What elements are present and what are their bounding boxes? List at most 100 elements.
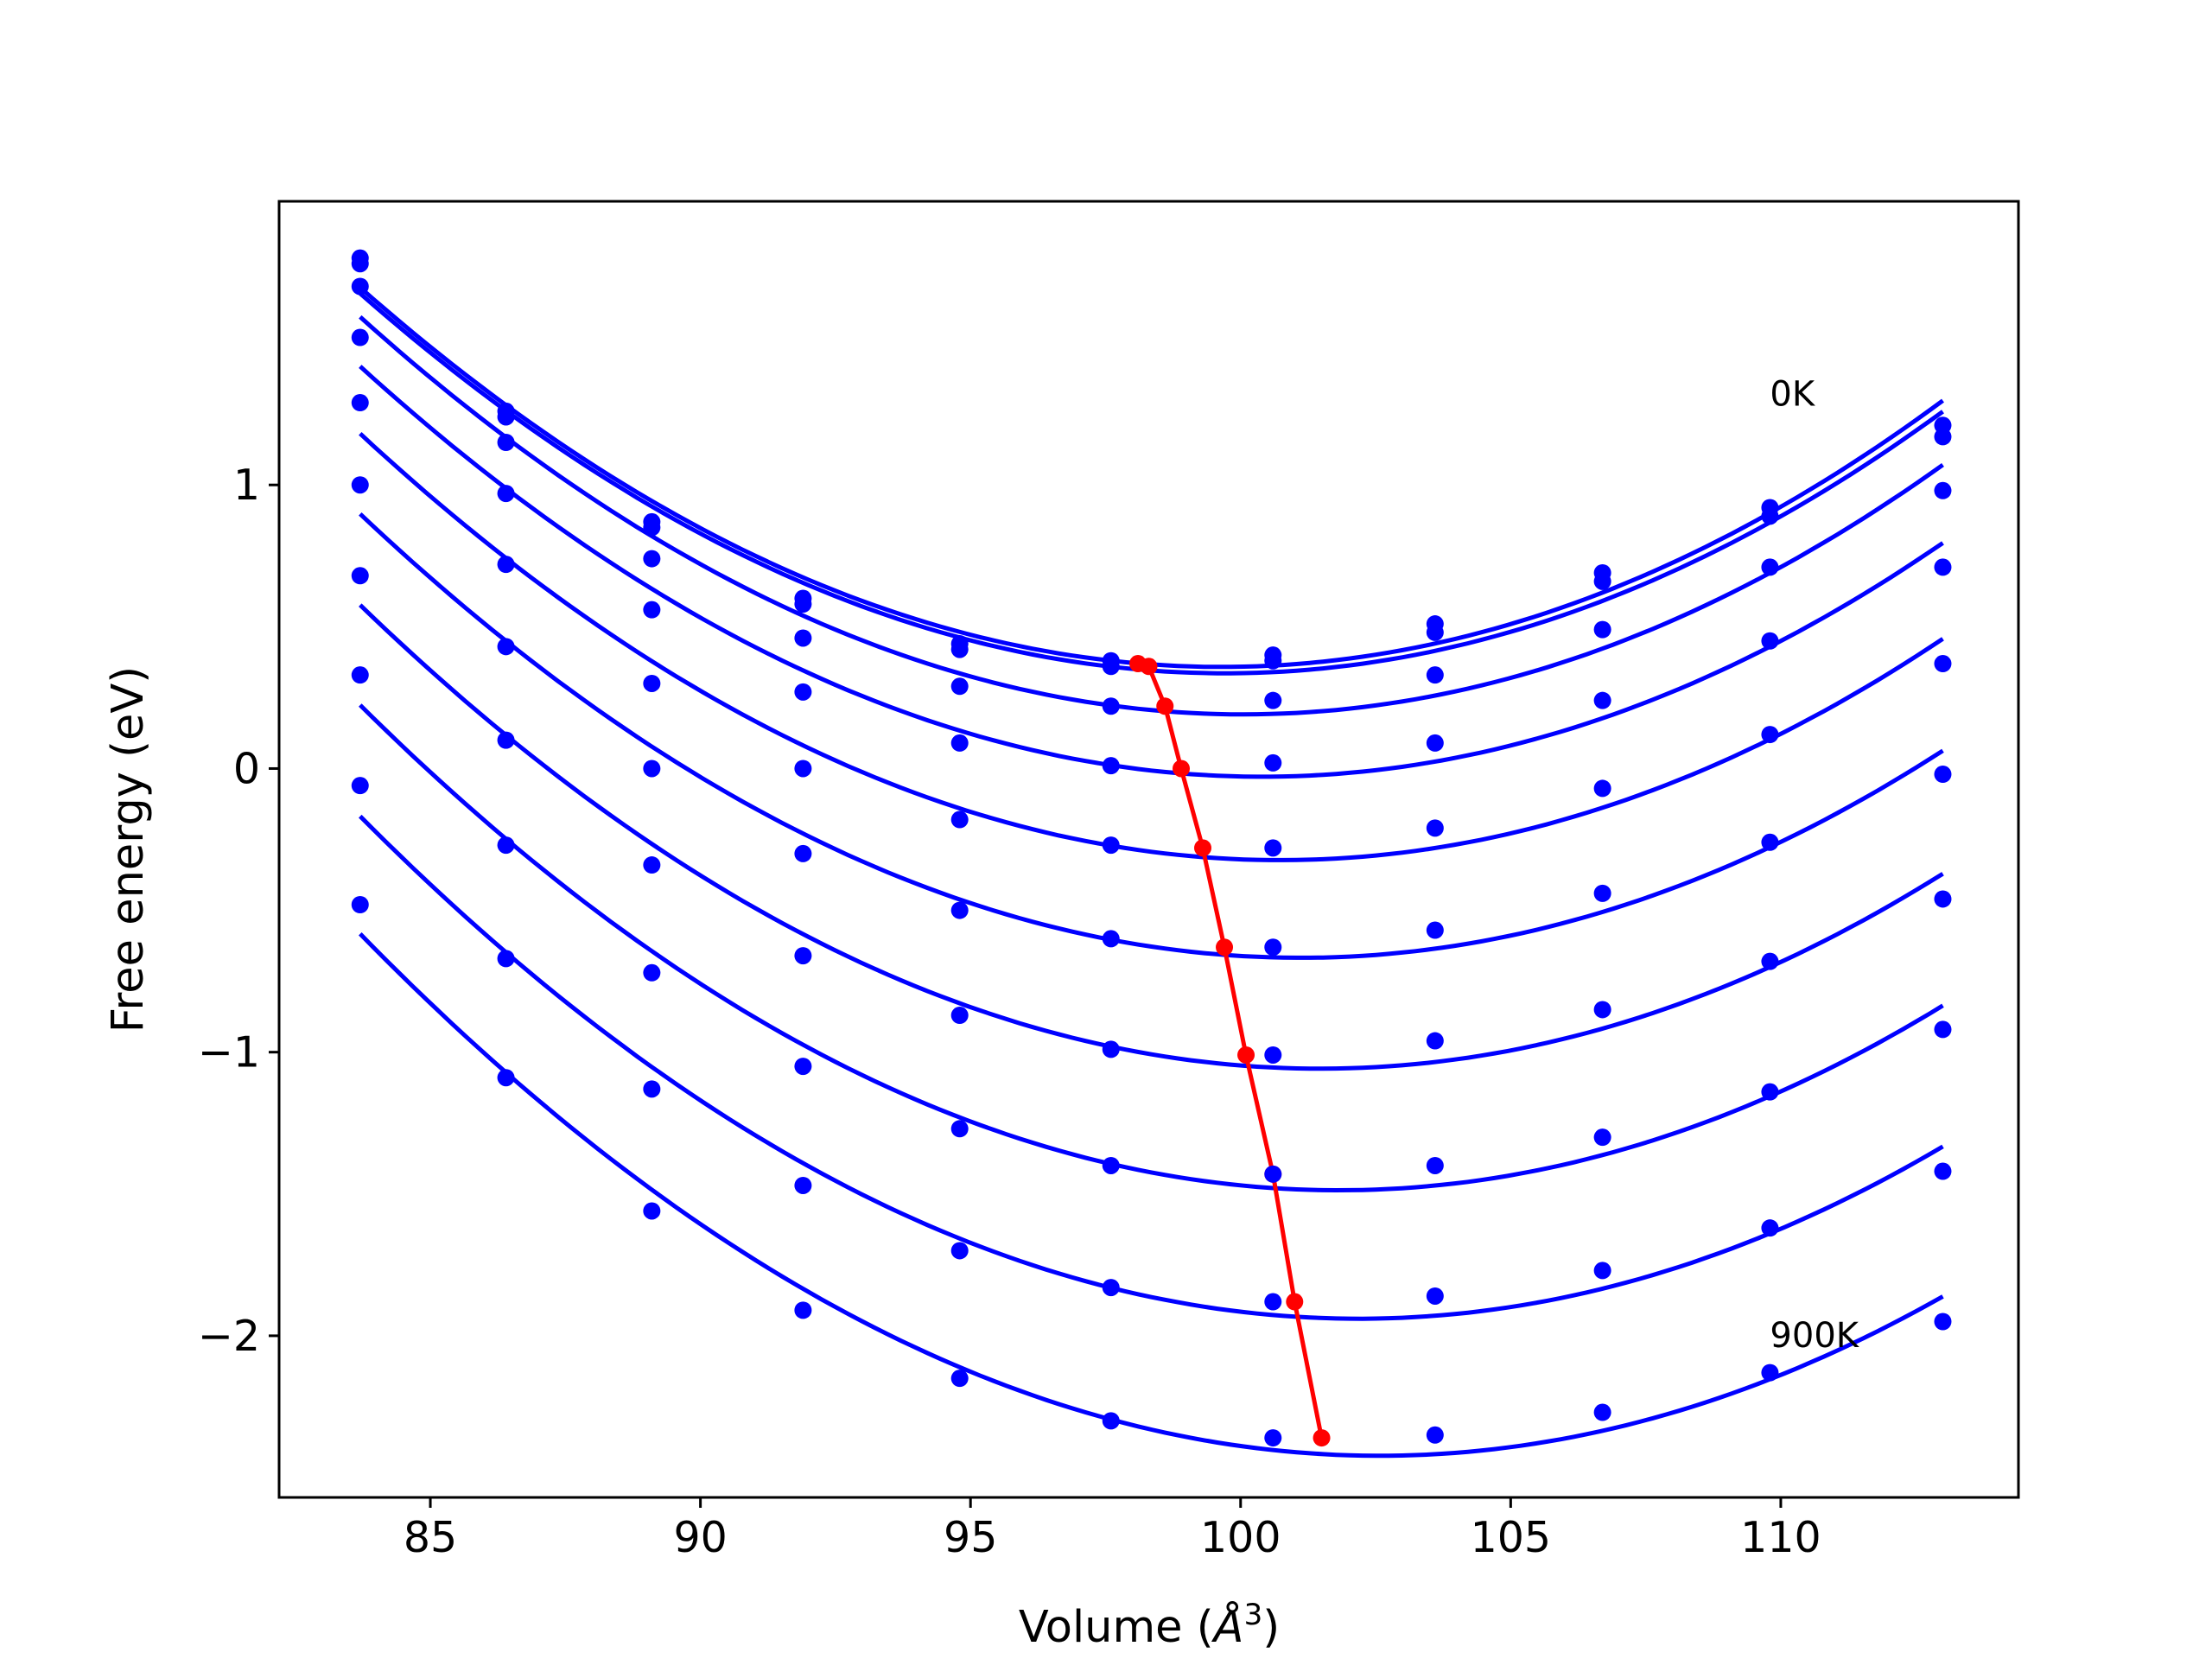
isotherm-point (1264, 652, 1282, 670)
isotherm-point (1934, 1313, 1952, 1331)
isotherm-curves (359, 285, 1944, 1459)
isotherm-point (794, 1058, 812, 1076)
isotherm-point (1102, 836, 1120, 855)
isotherm-point (643, 674, 661, 692)
isotherm-curve-3 (359, 315, 1944, 717)
x-tick-label: 95 (944, 1513, 997, 1562)
plot-frame (277, 200, 2020, 1499)
isotherm-point (1593, 884, 1611, 902)
isotherm-point (497, 836, 515, 855)
isotherm-point (1934, 481, 1952, 499)
isotherm-curve-7 (359, 603, 1944, 1071)
x-tick-label: 110 (1740, 1513, 1821, 1562)
isotherm-point (1593, 1262, 1611, 1280)
isotherm-point (1593, 1001, 1611, 1019)
y-tick-label: 0 (233, 744, 260, 793)
isotherm-point (1761, 952, 1779, 970)
y-tick-label: 1 (233, 461, 260, 510)
isotherm-point (1102, 1040, 1120, 1058)
isotherm-point (1264, 1165, 1282, 1183)
isotherm-point (1426, 921, 1444, 939)
y-tick-label: −2 (198, 1312, 260, 1361)
isotherm-curve-6 (359, 512, 1944, 960)
equilibrium-point (1173, 760, 1191, 778)
equilibrium-point (1194, 839, 1212, 857)
isotherm-point (1761, 833, 1779, 851)
isotherm-point (1102, 1279, 1120, 1297)
isotherm-point (1102, 1412, 1120, 1430)
isotherm-point (1593, 779, 1611, 798)
equilibrium-point (1286, 1293, 1304, 1311)
isotherm-point (794, 1176, 812, 1194)
y-axis-title: Free energy (eV) (103, 666, 154, 1033)
x-tick-label: 105 (1471, 1513, 1552, 1562)
isotherm-point (1426, 666, 1444, 684)
isotherm-point (1593, 1403, 1611, 1421)
equilibrium-point (1216, 938, 1234, 957)
isotherm-point (643, 601, 661, 619)
isotherm-point (497, 1069, 515, 1087)
isotherm-point (1426, 734, 1444, 752)
isotherm-point (1934, 1162, 1952, 1180)
isotherm-point (950, 1007, 969, 1025)
isotherm-point (1426, 1287, 1444, 1305)
isotherm-point (1761, 726, 1779, 744)
equilibrium-point (1156, 697, 1174, 715)
isotherm-point (351, 328, 369, 346)
isotherm-point (1934, 1020, 1952, 1039)
isotherm-point (794, 844, 812, 862)
isotherm-point (1102, 930, 1120, 948)
isotherm-point (794, 595, 812, 613)
isotherm-curve-9 (359, 814, 1944, 1321)
isotherm-point (1426, 1156, 1444, 1174)
isotherm-point (351, 394, 369, 412)
isotherm-point (1102, 658, 1120, 676)
isotherm-point (497, 638, 515, 656)
isotherm-point (351, 476, 369, 494)
isotherm-point (643, 550, 661, 568)
isotherm-point (1934, 428, 1952, 446)
isotherm-point (950, 677, 969, 696)
isotherm-point (351, 666, 369, 684)
isotherm-curve-10 (359, 931, 1944, 1459)
isotherm-point (1934, 655, 1952, 673)
isotherm-point (950, 734, 969, 752)
isotherm-point (1264, 1046, 1282, 1064)
isotherm-point (351, 896, 369, 914)
isotherm-point (351, 777, 369, 795)
isotherm-point (794, 1301, 812, 1319)
isotherm-point (351, 277, 369, 296)
isotherm-point (1264, 839, 1282, 857)
isotherm-point (497, 408, 515, 426)
data-points (351, 249, 1952, 1447)
isotherm-point (1426, 1032, 1444, 1050)
isotherm-point (1761, 1083, 1779, 1101)
isotherm-point (950, 1370, 969, 1388)
isotherm-curve-2 (359, 291, 1944, 676)
x-tick-label: 85 (404, 1513, 457, 1562)
equilibrium-line (1128, 655, 1331, 1447)
y-axis-ticks: 1 0 −1 −2 (198, 461, 279, 1361)
isotherm-point (794, 760, 812, 778)
isotherm-point (643, 856, 661, 874)
isotherm-point (1761, 1219, 1779, 1237)
isotherm-curve-1 (359, 285, 1944, 670)
isotherm-point (1264, 753, 1282, 772)
x-tick-label: 90 (673, 1513, 727, 1562)
isotherm-point (1102, 1156, 1120, 1174)
x-axis-ticks: 85 90 95 100 105 110 (404, 1497, 1821, 1562)
isotherm-point (1426, 819, 1444, 837)
isotherm-point (1761, 507, 1779, 525)
isotherm-point (794, 683, 812, 701)
isotherm-point (497, 556, 515, 574)
isotherm-point (1593, 691, 1611, 709)
curve-annotation: 0K (1770, 374, 1815, 414)
isotherm-point (1761, 632, 1779, 650)
isotherm-point (497, 433, 515, 451)
equilibrium-point (1140, 658, 1158, 676)
isotherm-point (643, 1202, 661, 1220)
isotherm-point (497, 731, 515, 749)
isotherm-point (794, 947, 812, 965)
isotherm-point (497, 485, 515, 503)
annotations: 0K 900K (1770, 374, 1859, 1356)
